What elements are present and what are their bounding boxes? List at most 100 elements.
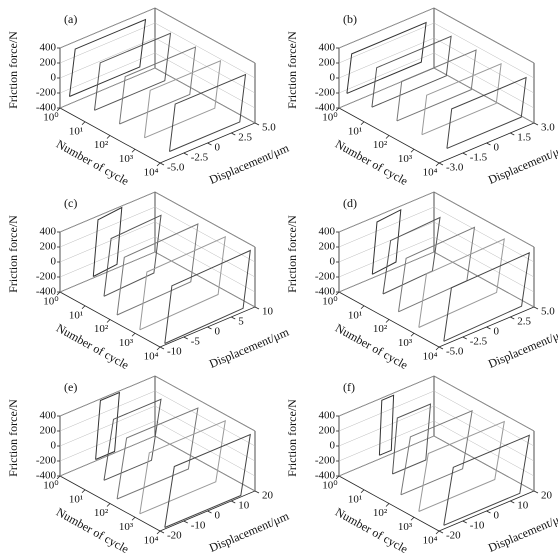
z-tick-label: 200 [40,57,57,69]
x-tick-label: 10⁰ [322,480,338,492]
x-tick [131,516,136,521]
hysteresis-loop [396,49,477,122]
x-tick-label: 10⁴ [423,167,438,179]
grid-line [433,37,535,94]
hysteresis-loop [371,35,452,108]
grid-line [433,251,535,308]
x-tick [335,107,340,112]
y-tick-label: 0 [215,326,221,338]
z-tick-label: 200 [319,241,336,253]
grid-line [59,22,156,64]
y-tick [183,152,188,156]
z-tick-label: 400 [40,226,57,238]
z-tick-label: 0 [51,72,57,84]
x-tick [156,346,161,351]
y-tick-label: 10 [238,500,250,512]
x-tick-label: 10¹ [348,309,362,321]
z-tick-label: -200 [36,87,57,99]
z-tick-label: 0 [330,440,336,452]
grid-line [59,206,156,248]
x-tick-label: 10¹ [69,309,83,321]
z-tick-label: -400 [315,286,336,298]
grid-line [433,375,535,432]
x-tick [131,332,136,337]
x-tick [410,148,415,153]
y-tick [510,132,515,136]
grid-line [338,221,435,263]
x-tick-label: 10⁴ [423,535,438,547]
y-tick-label: 0 [494,326,500,338]
hysteresis-loop [69,18,147,97]
grid-line [433,405,535,462]
grid-line [338,37,435,79]
z-axis-label: Friction force/N [285,399,299,477]
y-tick [533,490,539,494]
y-tick [231,132,236,136]
hysteresis-loop [119,46,197,125]
y-tick [462,520,467,524]
z-tick-label: -400 [36,470,57,482]
x-tick [435,346,440,351]
grid-line [433,435,535,492]
y-tick [231,500,236,504]
x-tick-label: 10¹ [69,493,83,505]
y-tick [159,530,165,534]
grid-line [59,67,156,109]
y-tick [462,152,467,156]
hysteresis-loop [116,407,199,500]
z-tick-label: -200 [315,271,336,283]
hysteresis-loop [94,32,172,111]
grid-line [338,390,435,432]
y-tick [207,510,212,514]
grid-line [59,37,156,79]
panel-label: (c) [64,196,77,210]
x-tick-label: 10⁰ [43,480,59,492]
y-tick-label: 10 [517,500,529,512]
hysteresis-loop [164,433,251,528]
grid-line [433,221,535,278]
x-tick [106,135,111,139]
z-tick-label: -200 [315,87,336,99]
x-tick [81,305,86,310]
x-tick [410,332,415,337]
y-tick [254,490,260,494]
y-tick [438,530,444,534]
grid-line [59,7,156,49]
panel-label: (f) [343,380,355,394]
x-tick-label: 10³ [398,153,413,165]
grid-line [154,221,256,278]
y-tick [183,520,188,524]
grid-line [154,420,256,477]
z-axis-label: Friction force/N [285,215,299,293]
grid-line [433,236,535,293]
panel: -400 -200 0 200 400 10⁰ 10¹ 10² 10³ 10⁴ -20 -10 0 10 2… [6,375,292,554]
z-tick-label: 200 [319,425,336,437]
y-tick-label: -1.5 [470,152,488,164]
y-tick [486,326,491,330]
x-tick-label: 10⁴ [423,351,438,363]
grid-line [154,405,256,462]
y-tick-label: -20 [167,530,182,542]
z-tick-label: -400 [315,102,336,114]
y-tick-label: -5 [191,336,201,348]
hysteresis-loop [382,216,441,295]
x-tick [385,135,390,139]
grid-line [154,37,256,94]
y-tick [159,162,165,166]
x-tick [435,162,440,167]
grid-line [338,405,435,447]
grid-line [59,221,156,263]
hysteresis-loop [398,226,476,313]
grid-line [433,420,535,477]
z-tick-label: 400 [40,42,57,54]
y-tick-label: 10 [262,306,274,318]
y-tick-label: -20 [446,530,461,542]
panel: -400 -200 0 200 400 10⁰ 10¹ 10² 10³ 10⁴ -5.0 -2.5 0 2… [285,191,558,372]
x-tick-label: 10⁰ [322,296,338,308]
y-tick-label: 20 [262,490,274,502]
x-tick-label: 10² [94,139,109,151]
hysteresis-loop [103,214,162,297]
hysteresis-loop [443,434,530,526]
hysteresis-loop [371,208,402,275]
x-tick-label: 10¹ [69,125,83,137]
